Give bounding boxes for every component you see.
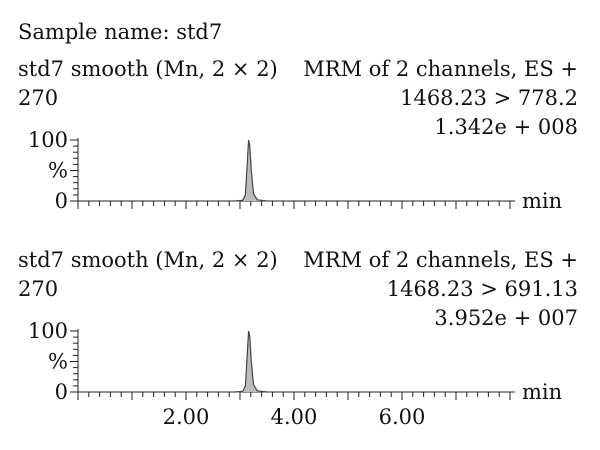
sample-name: Sample name: std7 xyxy=(18,20,223,44)
panel-2-y-label: % xyxy=(48,350,68,374)
panel-1-scan-label: 270 xyxy=(18,86,59,110)
panel-2-header-left: std7 smooth (Mn, 2 × 2) xyxy=(18,248,278,272)
panel-1-intensity: 1.342e + 008 xyxy=(434,115,578,139)
panel-1-header-right: MRM of 2 channels, ES + xyxy=(303,57,578,81)
panel-2-y-tick-label-0: 0 xyxy=(55,380,68,404)
panel-1-y-tick-label-100: 100 xyxy=(28,128,68,152)
panel-2-transition: 1468.23 > 691.13 xyxy=(386,277,578,301)
panel-2-x-tick-label: 4.00 xyxy=(271,405,318,429)
panel-1-y-label: % xyxy=(48,159,68,183)
panel-1-x-label: min xyxy=(522,189,562,213)
panel-2-x-label: min xyxy=(522,380,562,404)
panel-2-y-tick-label-100: 100 xyxy=(28,319,68,343)
panel-1-transition: 1468.23 > 778.2 xyxy=(400,86,578,110)
panel-2-x-tick-label: 6.00 xyxy=(379,405,426,429)
panel-2-scan-label: 270 xyxy=(18,277,59,301)
panel-1-y-tick-label-0: 0 xyxy=(55,189,68,213)
panel-1-header-left: std7 smooth (Mn, 2 × 2) xyxy=(18,57,278,81)
panel-2-intensity: 3.952e + 007 xyxy=(434,306,578,330)
panel-2-peak-line xyxy=(234,330,268,393)
panel-1-peak-line xyxy=(234,139,268,202)
panel-2-x-tick-label: 2.00 xyxy=(163,405,210,429)
panel-2-header-right: MRM of 2 channels, ES + xyxy=(303,248,578,272)
